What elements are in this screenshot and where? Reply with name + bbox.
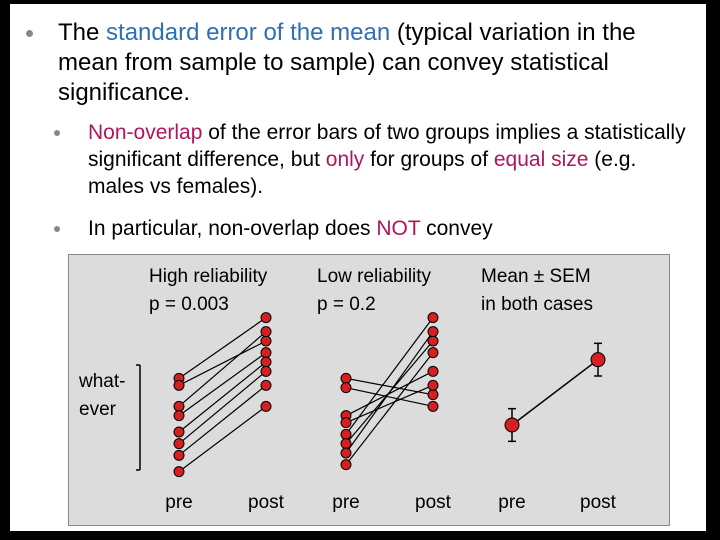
panel2-title: Low reliability bbox=[317, 266, 432, 287]
xlabel-pre-3: pre bbox=[498, 492, 525, 513]
term-standard-error: standard error of the mean bbox=[106, 19, 391, 46]
panel1-point-pre-6 bbox=[173, 438, 185, 450]
bullet-dot-icon bbox=[26, 30, 33, 37]
slide: The standard error of the mean (typical … bbox=[10, 4, 706, 531]
panel1-point-post-1 bbox=[260, 312, 272, 324]
panel1-point-post-8 bbox=[260, 400, 272, 412]
panel2-point-pre-7 bbox=[340, 447, 352, 459]
panel1-point-post-7 bbox=[260, 379, 272, 391]
xlabel-post-1: post bbox=[248, 492, 285, 513]
panel1-point-post-2 bbox=[260, 335, 272, 347]
sub-bullet-2-text: In particular, non-overlap does NOT conv… bbox=[88, 217, 493, 240]
panel1-point-pre-2 bbox=[173, 379, 185, 391]
panel2-point-post-3 bbox=[427, 365, 439, 377]
panel3-mean-point-post bbox=[590, 352, 606, 368]
main-bullet: The standard error of the mean (typical … bbox=[26, 18, 696, 108]
panel2-point-pre-1 bbox=[340, 372, 352, 384]
bullet-dot-icon bbox=[54, 226, 60, 232]
panel3-title: Mean ± SEM bbox=[481, 266, 591, 287]
panel2-point-post-7 bbox=[427, 326, 439, 338]
panel1-point-post-6 bbox=[260, 365, 272, 377]
panel2-point-pre-8 bbox=[340, 459, 352, 471]
panel2-point-pre-5 bbox=[340, 428, 352, 440]
panel1-line-6 bbox=[178, 370, 267, 445]
panel2-point-pre-4 bbox=[340, 417, 352, 429]
xlabel-post-3: post bbox=[580, 492, 617, 513]
panel2-point-pre-6 bbox=[340, 438, 352, 450]
panel2-line-7 bbox=[345, 331, 434, 454]
sub-bullet-1-text: Non-overlap of the error bars of two gro… bbox=[88, 121, 686, 198]
panel1-line-7 bbox=[178, 384, 267, 456]
panel3-mean-line bbox=[511, 359, 599, 426]
reliability-figure: High reliability p = 0.003 Low reliabili… bbox=[78, 266, 617, 513]
panel2-point-post-4 bbox=[427, 379, 439, 391]
chart-marks bbox=[173, 312, 606, 478]
xlabel-pre-1: pre bbox=[165, 492, 192, 513]
ylabel-line2: ever bbox=[79, 399, 117, 420]
panel2-point-pre-2 bbox=[340, 382, 352, 394]
xlabel-pre-2: pre bbox=[332, 492, 359, 513]
panel1-line-8 bbox=[178, 405, 267, 473]
panel1-point-pre-7 bbox=[173, 449, 185, 461]
panel2-line-4 bbox=[345, 384, 434, 424]
panel2-line-2 bbox=[345, 387, 434, 407]
panel1-point-pre-8 bbox=[173, 466, 185, 478]
panel2-point-post-6 bbox=[427, 335, 439, 347]
panel1-point-pre-4 bbox=[173, 410, 185, 422]
ylabel-line1: what- bbox=[78, 371, 125, 392]
panel1-line-3 bbox=[178, 331, 267, 407]
panel1-point-pre-5 bbox=[173, 426, 185, 438]
panel1-line-4 bbox=[178, 352, 267, 417]
panel3-subtitle: in both cases bbox=[481, 294, 593, 315]
panel1-line-1 bbox=[178, 317, 267, 379]
sub-bullet-1: Non-overlap of the error bars of two gro… bbox=[54, 119, 694, 200]
panel2-pvalue: p = 0.2 bbox=[317, 294, 376, 315]
panel2-line-8 bbox=[345, 352, 434, 466]
sub-bullet-2: In particular, non-overlap does NOT conv… bbox=[54, 215, 694, 242]
bullet-dot-icon bbox=[54, 130, 60, 136]
main-bullet-text: The standard error of the mean (typical … bbox=[58, 19, 636, 106]
panel2-point-post-5 bbox=[427, 312, 439, 324]
panel3-mean-point-pre bbox=[504, 417, 520, 433]
panel1-point-post-5 bbox=[260, 356, 272, 368]
panel2-line-5 bbox=[345, 317, 434, 435]
xlabel-post-2: post bbox=[415, 492, 452, 513]
panel1-point-post-3 bbox=[260, 326, 272, 338]
panel1-line-5 bbox=[178, 361, 267, 433]
panel1-line-2 bbox=[178, 340, 267, 386]
panel2-point-post-2 bbox=[427, 400, 439, 412]
panel1-pvalue: p = 0.003 bbox=[149, 294, 229, 315]
figure-panel: High reliability p = 0.003 Low reliabili… bbox=[68, 254, 670, 526]
panel2-line-3 bbox=[345, 370, 434, 417]
panel1-point-pre-3 bbox=[173, 400, 185, 412]
panel1-point-post-4 bbox=[260, 347, 272, 359]
panel1-title: High reliability bbox=[149, 266, 268, 287]
panel2-point-post-1 bbox=[427, 389, 439, 401]
panel2-point-post-8 bbox=[427, 347, 439, 359]
